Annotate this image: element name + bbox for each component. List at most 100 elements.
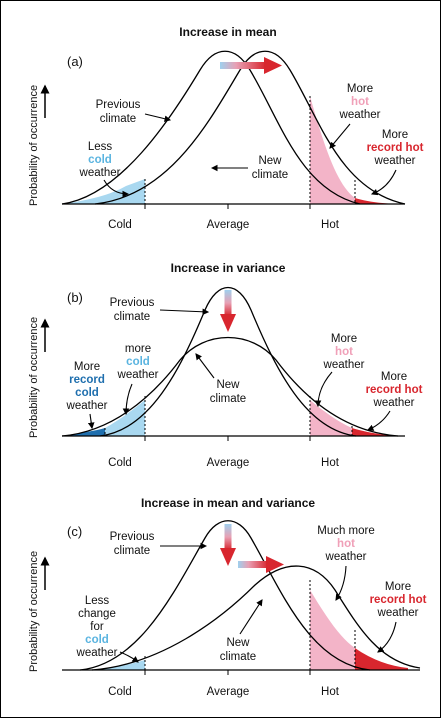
record-hot-pointer-c	[377, 621, 397, 653]
hot-note-b-l3: weather	[323, 359, 365, 371]
hot-pointer-b	[314, 371, 333, 408]
previous-curve-c	[79, 520, 371, 671]
hot-note-b-l2: hot	[335, 346, 353, 358]
record-cold-note-b-l2: record	[69, 374, 105, 386]
record-hot-pointer-b	[366, 410, 391, 431]
record-cold-note-b-l1: More	[74, 361, 100, 373]
panel-c-tag: (c)	[67, 524, 82, 539]
record-hot-note-a-l3: weather	[374, 155, 416, 167]
cold-note-c-l3: for	[90, 621, 104, 633]
hot-pointer-c	[335, 565, 347, 601]
previous-label-b-l2: climate	[114, 311, 150, 323]
y-axis-label-c: Probability of occurrence	[28, 551, 40, 672]
previous-pointer-a	[144, 113, 172, 122]
record-hot-note-a-l2: record hot	[367, 142, 424, 154]
panel-b: Increase in variance (b) Probability of …	[28, 261, 423, 469]
new-label-a-l1: New	[258, 155, 282, 167]
cold-region-a	[62, 179, 145, 204]
cold-note-c-l2: change	[78, 608, 116, 620]
new-curve-c	[91, 565, 421, 671]
cold-note-c-l5: weather	[76, 647, 118, 659]
record-hot-note-c-l3: weather	[377, 607, 419, 619]
shift-arrowhead-c	[266, 556, 284, 573]
hot-pointer-a	[329, 123, 351, 149]
hot-note-a-l3: weather	[339, 109, 381, 121]
record-hot-note-b-l2: record hot	[366, 384, 423, 396]
x-tick-average-a: Average	[207, 219, 250, 231]
y-axis-label-a: Probability of occurrence	[28, 85, 40, 206]
cold-note-a-l3: weather	[79, 167, 121, 179]
panel-a-tag: (a)	[67, 54, 83, 69]
new-pointer-c	[239, 599, 263, 635]
panel-a: Increase in mean (a) Probability of occu…	[28, 25, 424, 231]
shift-arrowhead-a	[264, 57, 282, 74]
record-hot-region-a	[355, 198, 405, 204]
cold-note-b-l3: weather	[117, 369, 159, 381]
record-hot-region-b	[352, 428, 398, 436]
hot-note-a-l1: More	[347, 83, 373, 95]
previous-label-c-l2: climate	[114, 545, 150, 557]
x-tick-hot-b: Hot	[321, 457, 340, 469]
record-hot-note-a-l1: More	[382, 129, 408, 141]
record-hot-note-b-l1: More	[381, 371, 407, 383]
x-tick-average-c: Average	[207, 686, 250, 698]
panel-a-title: Increase in mean	[179, 25, 276, 39]
cold-pointer-c	[119, 651, 139, 663]
previous-pointer-b	[159, 308, 210, 316]
x-tick-cold-b: Cold	[108, 457, 132, 469]
record-cold-note-b-l4: weather	[66, 400, 108, 412]
hot-region-b	[310, 400, 352, 436]
cold-note-c-l4: cold	[85, 634, 109, 646]
narrow-arrowhead-c	[220, 548, 236, 566]
panel-b-title: Increase in variance	[171, 261, 286, 275]
new-label-c-l2: climate	[220, 651, 256, 663]
cold-note-c-l1: Less	[85, 595, 110, 607]
previous-curve-b	[99, 286, 357, 437]
cold-note-b-l2: cold	[126, 356, 150, 368]
hot-region-a	[310, 96, 355, 204]
previous-label-c-l1: Previous	[110, 531, 155, 543]
x-tick-cold-a: Cold	[108, 219, 132, 231]
record-cold-pointer-b	[87, 413, 95, 430]
new-curve-a	[94, 50, 406, 205]
panel-c-title: Increase in mean and variance	[141, 496, 315, 510]
previous-label-b-l1: Previous	[110, 297, 155, 309]
new-label-b-l2: climate	[210, 393, 246, 405]
narrow-arrow-bar-b	[224, 290, 232, 316]
record-hot-note-c-l2: record hot	[370, 594, 427, 606]
cold-pointer-b	[122, 383, 133, 416]
previous-label-a-l2: climate	[100, 113, 136, 125]
svg-text:Probability of occurrence: Probability of occurrence	[28, 317, 40, 438]
y-axis-label-b: Probability of occurrence	[28, 317, 40, 438]
svg-text:Probability of occurrence: Probability of occurrence	[28, 551, 40, 672]
narrow-arrowhead-b	[220, 314, 236, 332]
hot-note-a-l2: hot	[351, 96, 369, 108]
cold-region-c	[92, 660, 145, 670]
cold-note-b-l1: more	[125, 343, 151, 355]
hot-note-c-l3: weather	[325, 551, 367, 563]
new-label-a-l2: climate	[252, 169, 288, 181]
cold-pointer-a	[103, 179, 130, 198]
new-label-c-l1: New	[226, 637, 250, 649]
panel-b-tag: (b)	[67, 290, 83, 305]
hot-note-c-l1: Much more	[317, 525, 375, 537]
x-tick-cold-c: Cold	[108, 686, 132, 698]
previous-curve-a	[61, 50, 361, 205]
record-cold-note-b-l3: cold	[75, 387, 99, 399]
record-hot-note-c-l1: More	[385, 581, 411, 593]
record-hot-pointer-a	[370, 169, 397, 196]
previous-label-a-l1: Previous	[96, 99, 141, 111]
new-label-b-l1: New	[216, 379, 240, 391]
cold-note-a-l1: Less	[88, 141, 113, 153]
cold-region-b	[105, 400, 145, 436]
svg-text:Probability of occurrence: Probability of occurrence	[28, 85, 40, 206]
panel-c: Increase in mean and variance (c) Probab…	[28, 496, 427, 698]
x-tick-hot-a: Hot	[321, 219, 340, 231]
cold-note-a-l2: cold	[88, 154, 112, 166]
record-cold-region-b	[62, 428, 105, 436]
shift-arrow-bar-c	[238, 561, 268, 568]
narrow-arrow-bar-c	[224, 524, 232, 550]
record-hot-note-b-l3: weather	[373, 397, 415, 409]
shift-arrow-bar-a	[220, 62, 266, 69]
